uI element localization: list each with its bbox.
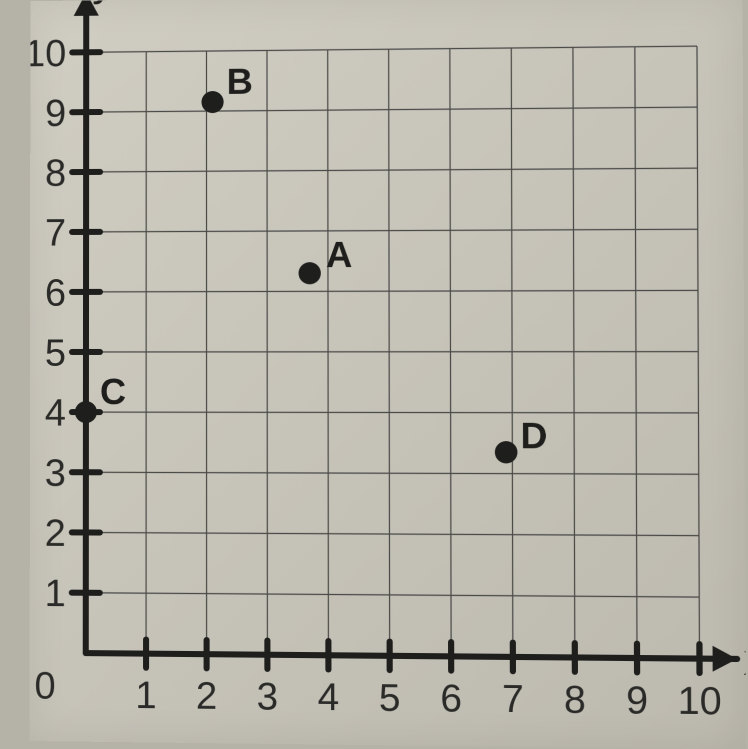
grid-line-v — [389, 49, 390, 656]
data-point-label: B — [227, 62, 253, 102]
data-point — [495, 441, 518, 463]
x-tick-label: 2 — [196, 675, 217, 718]
paper-surface: 12345678910123456789100yxABCD — [30, 0, 746, 749]
y-tick-label: 9 — [45, 93, 66, 135]
x-tick-label: 7 — [502, 678, 524, 721]
grid-line-h — [86, 107, 697, 112]
coordinate-grid-chart: 12345678910123456789100yxABCD — [30, 0, 746, 749]
origin-label: 0 — [34, 665, 55, 708]
x-tick-label: 1 — [135, 675, 156, 718]
x-axis-label: x — [743, 635, 746, 686]
y-tick-label: 10 — [30, 33, 67, 75]
y-tick-label: 8 — [45, 152, 66, 194]
grid-line-v — [511, 48, 513, 657]
grid-line-h — [86, 593, 699, 597]
grid-line-h — [86, 472, 699, 474]
y-tick-label: 1 — [45, 573, 66, 615]
data-point — [201, 91, 223, 113]
data-point-label: D — [520, 416, 547, 457]
y-tick-label: 4 — [45, 392, 66, 434]
x-tick-label: 4 — [318, 676, 340, 719]
grid-line-v — [450, 49, 451, 657]
x-tick-label: 8 — [564, 679, 586, 722]
grid-line-h — [86, 168, 697, 172]
data-point-label: A — [326, 235, 352, 276]
grid-line-h — [86, 290, 698, 292]
x-tick-label: 3 — [257, 676, 278, 719]
grid-line-v — [573, 47, 575, 657]
y-tick-label: 6 — [45, 272, 66, 314]
grid-line-h — [86, 412, 699, 413]
y-tick-label: 7 — [45, 212, 66, 254]
x-tick-label: 6 — [440, 677, 462, 720]
grid-line-v — [697, 46, 699, 658]
y-axis — [86, 0, 87, 653]
data-point — [299, 262, 321, 284]
grid-line-v — [328, 50, 329, 655]
grid-line-h — [86, 229, 698, 232]
x-axis-arrow-icon — [713, 646, 738, 672]
x-tick-label: 10 — [678, 680, 722, 724]
grid-line-h — [86, 46, 697, 52]
y-tick-label: 2 — [45, 512, 66, 554]
grid-line-v — [635, 47, 637, 658]
grid-line-h — [86, 532, 699, 535]
data-point — [75, 401, 97, 423]
data-point-label: C — [100, 372, 126, 412]
x-tick-label: 5 — [379, 677, 401, 720]
y-tick-label: 3 — [45, 452, 66, 494]
y-axis-label: y — [92, 0, 114, 5]
x-tick-label: 9 — [626, 679, 648, 722]
y-tick-label: 5 — [45, 332, 66, 374]
